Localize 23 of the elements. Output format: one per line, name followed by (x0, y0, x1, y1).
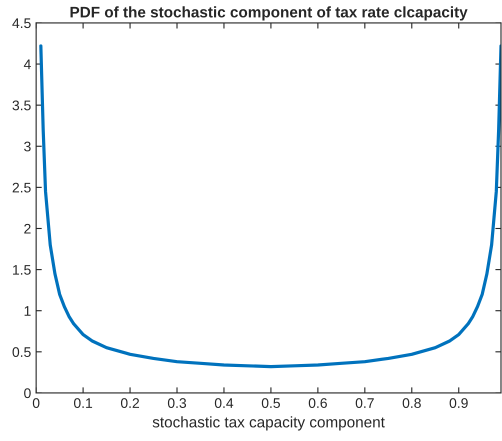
y-tick-label: 4 (24, 60, 31, 70)
y-tick-label: 1 (24, 306, 31, 316)
y-tick-label: 0.5 (12, 347, 31, 357)
line-series (39, 44, 501, 368)
y-tick-label: 2 (24, 224, 31, 234)
y-tick-label: 2.5 (12, 182, 31, 193)
x-tick-label: 0.1 (74, 398, 92, 408)
x-tick-label: 0.7 (356, 398, 374, 408)
x-axis-title: stochastic tax capacity component (152, 416, 385, 431)
y-tick-label: 3 (24, 142, 31, 152)
x-tick-label: 0.4 (214, 398, 234, 408)
x-tick-label: 0.9 (450, 398, 468, 408)
x-tick-label: 0.3 (168, 398, 186, 408)
x-tick-label: 0 (32, 398, 40, 408)
y-tick-label: 3.5 (12, 100, 31, 110)
y-tick-label: 4.5 (12, 18, 31, 28)
y-tick-label: 0 (24, 388, 31, 398)
x-tick-label: 0.2 (120, 398, 140, 408)
x-tick-label: 0.6 (308, 398, 327, 408)
chart-title: PDF of the stochastic component of tax rate clcapacity (70, 6, 468, 21)
x-tick-label: 0.5 (262, 398, 280, 408)
x-tick-label: 0.8 (402, 398, 421, 408)
y-tick-label: 1.5 (13, 265, 31, 275)
